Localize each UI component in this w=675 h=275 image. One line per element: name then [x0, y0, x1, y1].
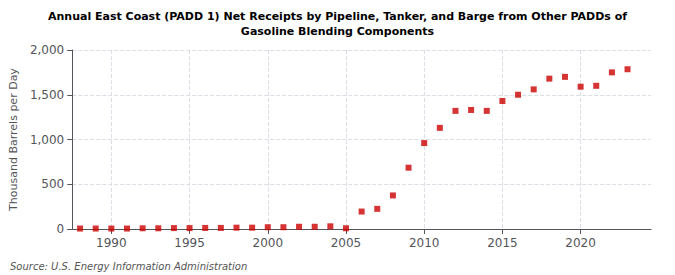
svg-text:2005: 2005: [331, 236, 362, 250]
svg-text:Gasoline Blending Components: Gasoline Blending Components: [241, 25, 435, 38]
svg-text:1995: 1995: [174, 236, 205, 250]
svg-text:1,000: 1,000: [30, 133, 64, 147]
svg-text:2,000: 2,000: [30, 43, 64, 57]
svg-text:0: 0: [57, 222, 65, 236]
svg-text:Thousand Barrels per Day: Thousand Barrels per Day: [7, 68, 20, 212]
svg-text:2000: 2000: [253, 236, 284, 250]
svg-text:Source: U.S. Energy Informatio: Source: U.S. Energy Information Administ…: [10, 261, 247, 272]
svg-text:500: 500: [41, 177, 64, 191]
svg-text:2010: 2010: [409, 236, 440, 250]
svg-text:1,500: 1,500: [30, 88, 64, 102]
svg-text:2020: 2020: [565, 236, 596, 250]
svg-text:Annual East Coast (PADD 1) Net: Annual East Coast (PADD 1) Net Receipts …: [48, 10, 627, 23]
svg-text:2015: 2015: [487, 236, 518, 250]
svg-text:1990: 1990: [96, 236, 127, 250]
